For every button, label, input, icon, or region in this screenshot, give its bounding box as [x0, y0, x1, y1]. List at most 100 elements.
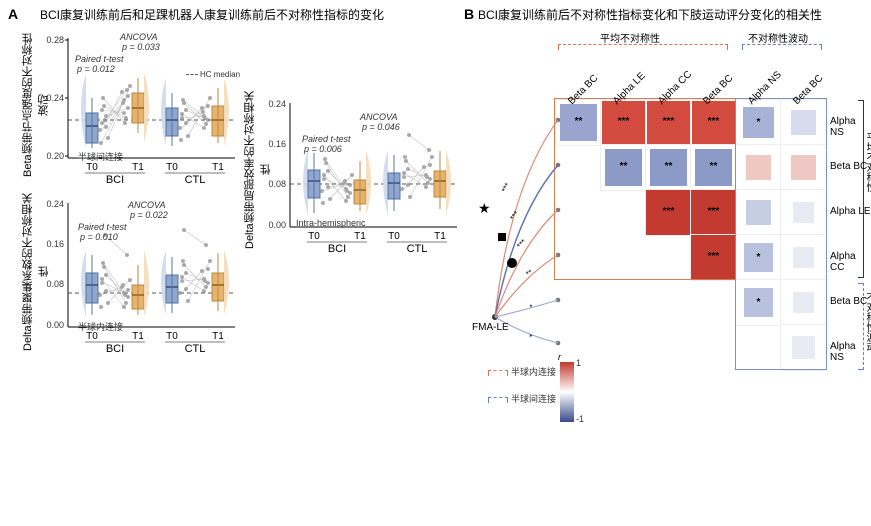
legend-intra: 半球内连接	[488, 365, 556, 378]
heat-row-label: Beta BC	[830, 161, 867, 172]
c3-ancova: ANCOVA	[360, 112, 398, 122]
svg-text:T0: T0	[388, 231, 400, 242]
svg-text:0.20: 0.20	[46, 151, 64, 161]
cb-min: -1	[576, 414, 584, 424]
legend-inter: 半球间连接	[488, 392, 556, 405]
heat-cell	[781, 235, 826, 280]
svg-text:T0: T0	[166, 331, 178, 342]
panel-a-title: BCI康复训练前后和足踝机器人康复训练前后不对称性指标的变化	[40, 6, 384, 23]
heat-cell	[781, 280, 826, 325]
heat-cell: ***	[691, 100, 736, 145]
heat-cell: ***	[646, 100, 691, 145]
svg-text:BCI: BCI	[328, 243, 346, 255]
heat-cell: ***	[646, 190, 691, 235]
svg-text:0.00: 0.00	[268, 220, 286, 230]
colorbar	[560, 362, 574, 422]
c2-ttest: Paired t-test	[78, 222, 127, 232]
svg-text:T1: T1	[354, 231, 366, 242]
top-group-1: 平均不对称性	[600, 30, 660, 45]
cb-max: 1	[576, 358, 581, 368]
heat-row-label: Alpha NS	[830, 341, 871, 363]
svg-text:CTL: CTL	[407, 243, 428, 255]
panel-b-title: BCI康复训练前后不对称性指标变化和下肢运动评分变化的相关性	[478, 6, 868, 23]
heat-cell	[781, 190, 826, 235]
svg-text:CTL: CTL	[185, 174, 206, 186]
heat-cell	[691, 325, 736, 370]
heat-cell	[601, 325, 646, 370]
heat-cell: **	[601, 145, 646, 190]
svg-text:**: **	[524, 268, 534, 279]
c2-ancova-p: p = 0.022	[130, 210, 168, 220]
heat-row-label: Alpha CC	[830, 251, 871, 273]
heat-cell: ***	[691, 235, 736, 280]
c1-ancova: ANCOVA	[120, 32, 158, 42]
svg-text:***: ***	[508, 209, 521, 222]
top-group-2: 不对称性波动	[748, 30, 808, 45]
svg-text:★: ★	[478, 200, 491, 216]
svg-text:***: ***	[500, 181, 512, 193]
colorbar-label: r	[558, 352, 561, 362]
c2-ttest-p: p = 0.010	[80, 232, 118, 242]
svg-text:BCI: BCI	[106, 174, 124, 186]
heat-cell	[691, 280, 736, 325]
heat-cell: ***	[601, 100, 646, 145]
heat-cell	[736, 325, 781, 370]
svg-text:0.00: 0.00	[46, 320, 64, 330]
svg-text:0.24: 0.24	[46, 199, 64, 209]
heat-cell: **	[646, 145, 691, 190]
svg-text:*: *	[529, 303, 533, 312]
c3-ancova-p: p = 0.046	[362, 122, 400, 132]
c3-ttest: Paired t-test	[302, 134, 351, 144]
heat-cell	[646, 280, 691, 325]
c3-sub: Intra-hemispheric	[296, 218, 366, 228]
heat-cell	[601, 280, 646, 325]
svg-text:T1: T1	[434, 231, 446, 242]
c3-ttest-p: p = 0.006	[304, 144, 342, 154]
svg-text:0.16: 0.16	[268, 139, 286, 149]
svg-text:T0: T0	[308, 231, 320, 242]
heat-cell: ***	[691, 190, 736, 235]
svg-text:T1: T1	[212, 331, 224, 342]
c1-ancova-p: p = 0.033	[122, 42, 160, 52]
heat-cell	[781, 325, 826, 370]
c1-ttest-p: p = 0.012	[77, 64, 115, 74]
svg-text:0.08: 0.08	[268, 179, 286, 189]
svg-text:0.24: 0.24	[46, 93, 64, 103]
heat-cell	[646, 325, 691, 370]
heat-row-label: Alpha NS	[830, 116, 871, 138]
svg-text:0.24: 0.24	[268, 99, 286, 109]
svg-text:CTL: CTL	[185, 343, 206, 355]
correlation-heatmap: *****************************	[556, 100, 826, 370]
svg-text:BCI: BCI	[106, 343, 124, 355]
bci-group	[81, 73, 149, 148]
c1-hc: HC median	[186, 70, 240, 79]
heat-cell: *	[736, 100, 781, 145]
heat-row-label: Beta BC	[830, 296, 867, 307]
c1-ttest: Paired t-test	[75, 54, 124, 64]
heat-row-label: Alpha LE	[830, 206, 871, 217]
c2-sub: 半球内连接	[78, 320, 123, 333]
svg-text:0.28: 0.28	[46, 35, 64, 45]
heat-cell	[781, 100, 826, 145]
heat-cell: *	[736, 235, 781, 280]
svg-text:T0: T0	[166, 162, 178, 173]
heat-cell	[601, 235, 646, 280]
svg-text:0.16: 0.16	[46, 239, 64, 249]
svg-text:T1: T1	[132, 162, 144, 173]
c1-sub: 半球间连接	[78, 150, 123, 163]
c2-ancova: ANCOVA	[128, 200, 166, 210]
heat-cell	[646, 235, 691, 280]
svg-text:T0: T0	[86, 162, 98, 173]
heat-cell	[781, 145, 826, 190]
panel-a-label: A	[8, 6, 18, 22]
panel-b-label: B	[464, 6, 474, 22]
heat-cell	[736, 190, 781, 235]
svg-text:T1: T1	[132, 331, 144, 342]
fma-label: FMA-LE	[472, 322, 509, 333]
heat-cell: *	[736, 280, 781, 325]
heat-cell	[736, 145, 781, 190]
fma-arcs: ★ *** *** *** ** * *	[470, 95, 575, 385]
svg-text:0.08: 0.08	[46, 279, 64, 289]
heat-cell	[601, 190, 646, 235]
svg-text:T1: T1	[212, 162, 224, 173]
